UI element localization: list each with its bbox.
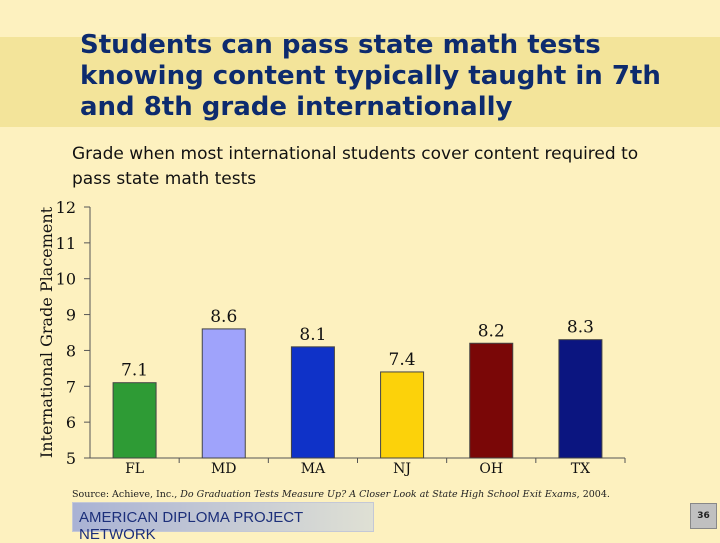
data-label-md: 8.6 [210,307,237,327]
source-prefix: Source: Achieve, Inc., [72,489,181,500]
slide-title: Students can pass state math tests knowi… [80,30,661,122]
bar-fl [112,382,157,459]
footer-banner: AMERICAN DIPLOMA PROJECT NETWORK [72,502,374,543]
y-tick-label: 7 [66,377,76,396]
y-axis-title: International Grade Placement [37,206,56,458]
x-tick-label-fl: FL [125,461,144,477]
source-note: Source: Achieve, Inc., Do Graduation Tes… [72,489,692,500]
data-label-nj: 7.4 [389,350,416,370]
data-label-fl: 7.1 [121,361,148,381]
footer-text: AMERICAN DIPLOMA PROJECT NETWORK [79,509,303,543]
y-tick-label: 10 [56,270,76,289]
y-tick-label: 6 [66,413,76,432]
x-tick-label-tx: TX [571,461,590,477]
y-tick-label: 11 [56,234,76,253]
data-label-tx: 8.3 [567,318,594,338]
bar-ma [290,346,335,459]
bar-oh [469,342,514,459]
y-tick-label: 12 [56,198,76,217]
source-title: Do Graduation Tests Measure Up? A Closer… [180,489,577,500]
y-tick-label: 9 [66,306,76,325]
bar-nj [380,371,425,459]
bar-tx [558,339,603,459]
bar-md [201,328,246,459]
data-label-oh: 8.2 [478,321,505,341]
x-tick-label-nj: NJ [393,461,411,477]
y-tick-label: 8 [66,341,76,360]
y-tick-label: 5 [66,449,76,468]
title-band [0,37,720,127]
x-tick-label-oh: OH [479,461,503,477]
source-suffix: , 2004. [576,489,610,500]
page-number: 36 [690,503,717,529]
x-tick-label-md: MD [211,461,237,477]
x-tick-label-ma: MA [301,461,326,477]
data-label-ma: 8.1 [299,325,326,345]
chart-subtitle: Grade when most international students c… [72,144,639,189]
